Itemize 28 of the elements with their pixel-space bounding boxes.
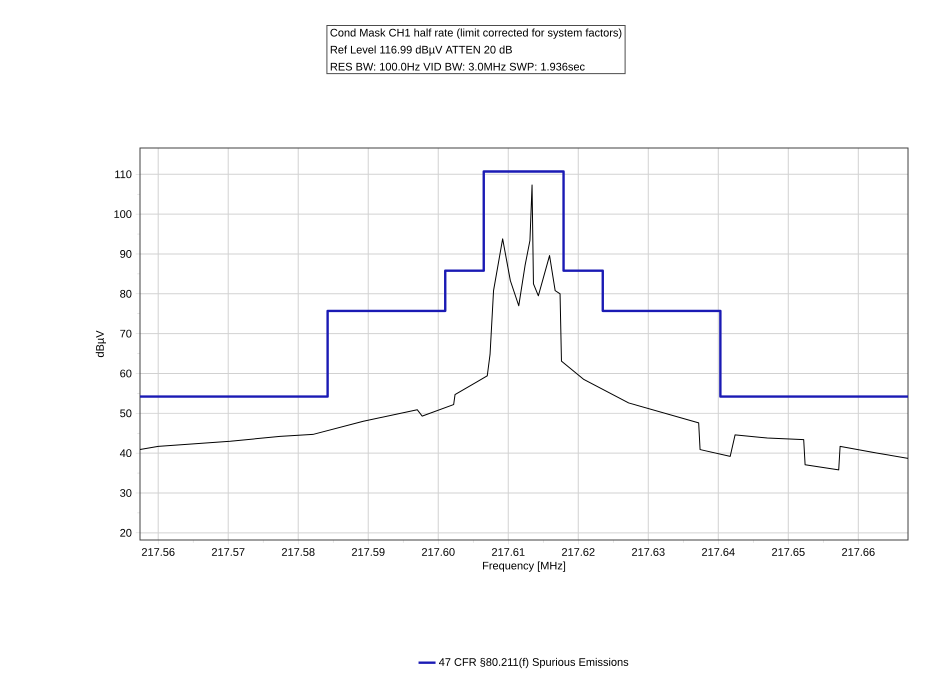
x-tick-label: 217.60 xyxy=(422,548,455,556)
legend-label: 47 CFR §80.211(f) Spurious Emissions xyxy=(438,658,628,668)
y-tick-label: 40 xyxy=(120,449,132,458)
y-tick-label: 30 xyxy=(120,489,132,497)
x-tick-label: 217.62 xyxy=(562,548,595,556)
y-axis-title: dBµV xyxy=(96,330,106,358)
x-tick-label: 217.61 xyxy=(492,548,525,556)
y-tick-label: 80 xyxy=(120,290,132,298)
x-tick-label: 217.64 xyxy=(702,548,735,556)
y-tick-label: 50 xyxy=(120,409,132,418)
y-tick-label: 100 xyxy=(114,210,132,218)
y-tick-label: 60 xyxy=(120,370,132,378)
x-tick-label: 217.59 xyxy=(352,548,385,556)
x-tick-label: 217.66 xyxy=(842,548,875,556)
x-tick-label: 217.57 xyxy=(212,548,244,556)
x-tick-label: 217.58 xyxy=(282,548,315,556)
chart-subtitle: Ref Level 116.99 dBµV ATTEN 20 dB xyxy=(330,45,512,56)
text: RES BW: 100.0Hz VID BW: 3.0MHz SWP: 1.936sec xyxy=(330,62,585,71)
y-tick-label: 70 xyxy=(120,330,132,338)
y-tick-label: 20 xyxy=(120,528,132,537)
y-tick-label: 110 xyxy=(115,170,132,178)
x-tick-label: 217.65 xyxy=(772,548,805,556)
x-tick-label: 217.63 xyxy=(632,548,665,556)
x-axis-title: Frequency [MHz] xyxy=(483,561,566,572)
line-series xyxy=(140,184,908,470)
chart-title: Cond Mask CH1 half rate (limit corrected for system factors) xyxy=(330,28,622,39)
x-tick-label: 217.56 xyxy=(142,548,175,556)
y-tick-label: 90 xyxy=(120,250,132,258)
